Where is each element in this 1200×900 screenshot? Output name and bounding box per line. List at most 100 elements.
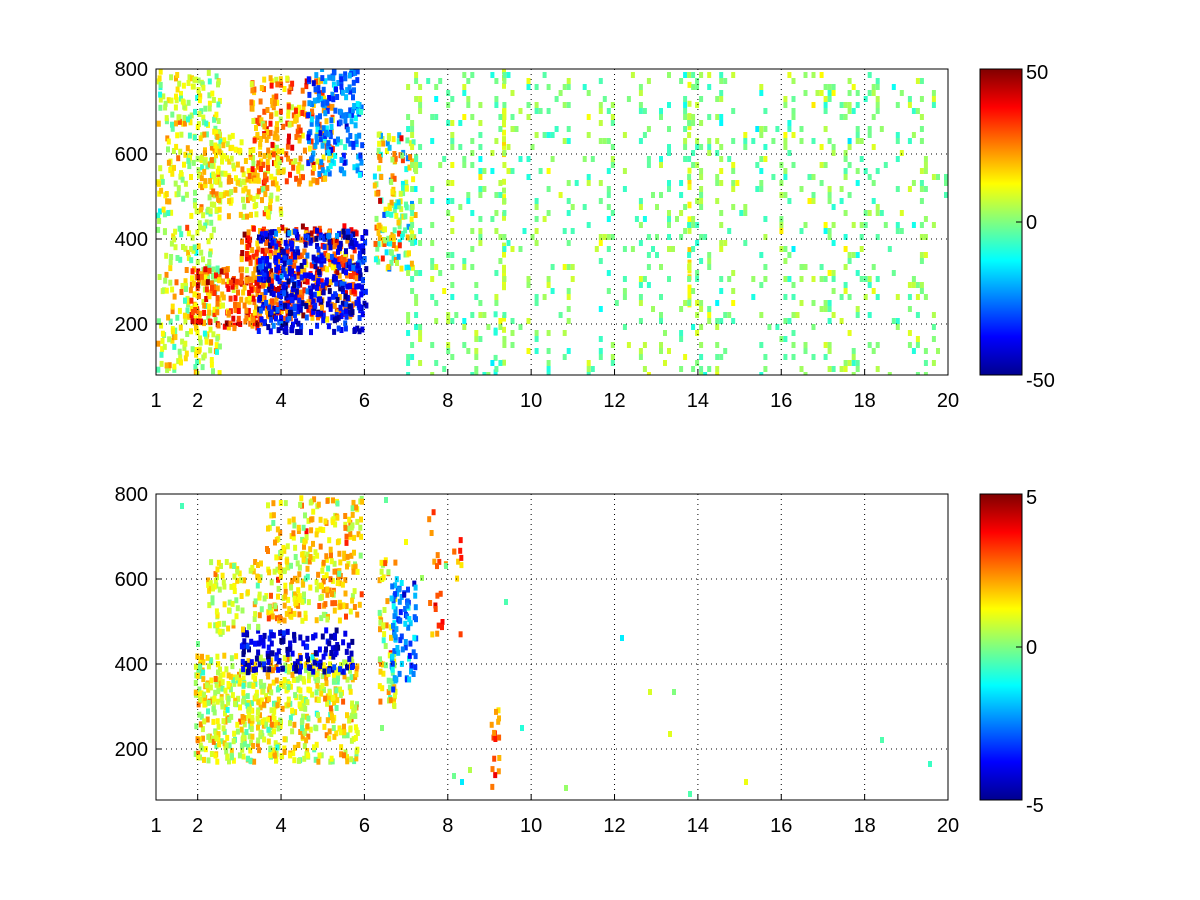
heatmap-cell xyxy=(291,112,296,119)
heatmap-cell xyxy=(277,227,282,234)
heatmap-cell xyxy=(335,500,340,507)
heatmap-cell xyxy=(404,204,409,211)
heatmap-cell xyxy=(354,299,359,306)
heatmap-cell xyxy=(646,234,651,240)
heatmap-cell xyxy=(871,264,876,270)
heatmap-cell xyxy=(283,239,288,246)
heatmap-cell xyxy=(432,558,437,565)
heatmap-cell xyxy=(823,222,828,228)
heatmap-cell xyxy=(276,302,281,309)
heatmap-cell xyxy=(390,173,395,180)
heatmap-cell xyxy=(687,252,692,258)
heatmap-cell xyxy=(399,580,404,586)
heatmap-cell xyxy=(298,729,303,735)
heatmap-cell xyxy=(450,180,455,186)
heatmap-cell xyxy=(309,237,314,244)
heatmap-cell xyxy=(288,171,292,178)
heatmap-cell xyxy=(466,78,471,84)
heatmap-cell xyxy=(413,238,418,245)
heatmap-cell xyxy=(356,296,361,303)
heatmap-cell xyxy=(184,282,188,289)
heatmap-cell xyxy=(530,234,535,240)
heatmap-cell xyxy=(520,725,524,731)
heatmap-cell xyxy=(201,114,206,121)
heatmap-cell xyxy=(236,315,241,322)
heatmap-cell xyxy=(224,666,229,673)
heatmap-cell xyxy=(339,76,344,83)
heatmap-cell xyxy=(274,722,278,728)
heatmap-cell xyxy=(406,586,410,593)
heatmap-cell xyxy=(270,272,275,279)
heatmap-cell xyxy=(340,285,345,292)
heatmap-cell xyxy=(258,98,263,105)
heatmap-cell xyxy=(323,650,328,657)
x-tick-label: 1 xyxy=(150,390,161,412)
heatmap-cell xyxy=(248,681,253,688)
heatmap-cell xyxy=(270,613,275,620)
heatmap-cell xyxy=(895,132,900,138)
heatmap-cell xyxy=(446,120,451,126)
heatmap-cell xyxy=(338,256,343,263)
heatmap-cell xyxy=(610,162,615,168)
heatmap-cell xyxy=(651,306,655,312)
heatmap-cell xyxy=(263,289,268,295)
heatmap-cell xyxy=(214,191,219,198)
heatmap-cell xyxy=(237,677,242,684)
heatmap-cell xyxy=(283,662,288,669)
heatmap-cell xyxy=(341,152,346,159)
heatmap-cell xyxy=(324,125,329,132)
heatmap-cell xyxy=(289,104,294,111)
heatmap-cell xyxy=(413,653,418,660)
heatmap-cell xyxy=(235,728,240,735)
heatmap-cell xyxy=(667,186,671,192)
heatmap-cell xyxy=(207,602,212,609)
heatmap-cell xyxy=(182,344,187,351)
heatmap-cell xyxy=(707,252,712,258)
heatmap-cell xyxy=(330,293,335,300)
heatmap-cell xyxy=(297,564,302,571)
heatmap-cell xyxy=(775,324,780,330)
heatmap-cell xyxy=(174,75,178,82)
heatmap-cell xyxy=(319,159,324,166)
heatmap-cell xyxy=(211,266,216,273)
heatmap-cell xyxy=(318,543,323,550)
x-tick-label: 4 xyxy=(275,815,286,837)
heatmap-cell xyxy=(287,314,292,321)
heatmap-cell xyxy=(582,156,587,162)
heatmap-cell xyxy=(783,174,788,180)
heatmap-cell xyxy=(409,260,414,267)
heatmap-cell xyxy=(915,312,920,318)
heatmap-cell xyxy=(875,168,880,174)
heatmap-cell xyxy=(225,281,230,288)
heatmap-cell xyxy=(215,133,220,140)
heatmap-cell xyxy=(582,84,587,90)
heatmap-cell xyxy=(292,282,297,288)
heatmap-cell xyxy=(291,321,295,328)
heatmap-cell xyxy=(329,708,334,715)
heatmap-cell xyxy=(269,78,274,85)
heatmap-cell xyxy=(731,108,736,114)
heatmap-cell xyxy=(462,342,467,348)
heatmap-cell xyxy=(494,300,499,306)
heatmap-cell xyxy=(751,138,756,144)
heatmap-cell xyxy=(359,104,364,111)
heatmap-cell xyxy=(278,723,283,730)
heatmap-cell xyxy=(795,312,800,318)
heatmap-cell xyxy=(266,286,271,293)
heatmap-cell xyxy=(923,348,928,354)
heatmap-cell xyxy=(274,144,279,151)
heatmap-cell xyxy=(264,240,269,247)
heatmap-cell xyxy=(296,249,301,256)
heatmap-cell xyxy=(232,573,237,580)
heatmap-cell xyxy=(311,80,316,87)
heatmap-cell xyxy=(486,372,491,375)
heatmap-cell xyxy=(305,252,310,259)
heatmap-cell xyxy=(638,354,643,360)
heatmap-cell xyxy=(827,186,832,192)
heatmap-cell xyxy=(305,288,310,295)
heatmap-cell xyxy=(385,140,390,147)
heatmap-cell xyxy=(462,114,467,120)
heatmap-cell xyxy=(318,594,323,601)
heatmap-cell xyxy=(566,294,571,300)
